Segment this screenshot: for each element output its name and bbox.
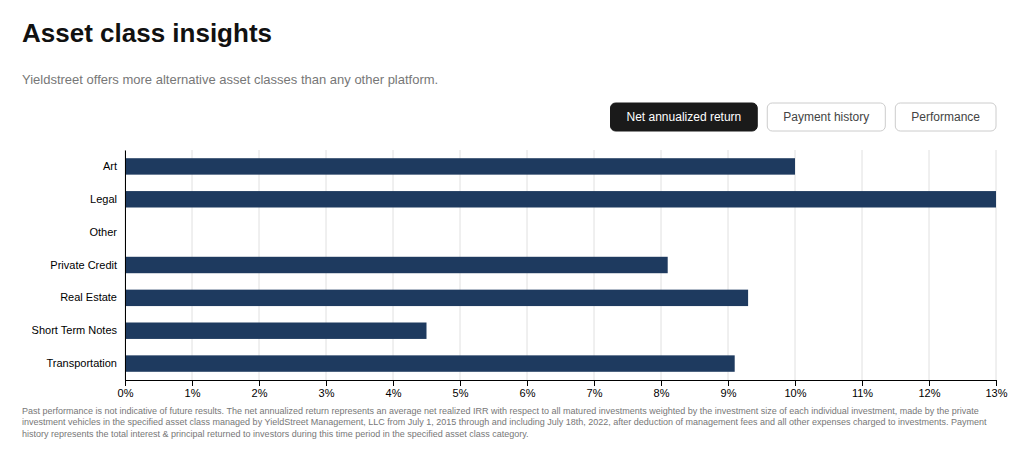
y-tick: Short Term Notes [32,324,125,336]
button[interactable]: Net annualized return [611,103,758,131]
x-tick: 5% [453,380,469,399]
button-bar: Net annualized return Payment history Perf… [611,103,997,131]
footnote: Past performance is not indicative of fu… [22,406,987,439]
x-tick-label: 4% [386,387,402,399]
y-tick: Private Credit [50,259,125,271]
button-label[interactable]: Net annualized return [627,110,742,124]
x-tick-label: 3% [319,387,335,399]
x-tick-mark [795,380,796,386]
y-tick: Other [89,226,125,238]
x-tick-label: 6% [520,387,536,399]
x-tick: 2% [252,380,268,399]
x-tick-mark [460,380,461,386]
grid-line [728,150,729,380]
x-tick: 3% [319,380,335,399]
y-tick-label: Private Credit [50,259,117,271]
bar [125,290,748,306]
button[interactable]: Payment history [767,103,885,131]
button-box[interactable] [611,103,758,131]
y-tick-label: Legal [90,193,117,205]
grid-line [795,150,796,380]
footnote-line: Past performance is not indicative of fu… [22,406,979,416]
x-tick: 9% [721,380,737,399]
x-tick-mark [527,380,528,386]
x-tick: 1% [185,380,201,399]
x-tick: 13% [985,380,1007,399]
grid-line [125,150,126,380]
bar [125,355,735,371]
x-tick-mark [996,380,997,386]
y-axis-line [125,151,126,381]
grid-line [929,150,930,380]
x-tick-mark [661,380,662,386]
x-tick-mark [393,380,394,386]
y-tick: Art [103,160,125,172]
grid [125,150,996,380]
y-tick-label: Art [103,160,117,172]
x-tick: 7% [587,380,603,399]
x-tick: 10% [784,380,806,399]
bar [125,257,668,273]
y-axis: Art Legal Other Private Credit Real Estate Sh… [32,151,126,381]
x-tick: 0% [118,380,134,399]
x-tick-mark [728,380,729,386]
subtitle: Yieldstreet offers more alternative asse… [22,72,438,87]
y-tick: Real Estate [60,291,125,303]
bar [125,323,427,339]
plot-area: 0% 1% 2% 3% 4% 5% 6% 7% 8% 9% 10% 11% 12% 13% Art Legal… [32,150,1008,399]
y-tick: Legal [90,193,125,205]
y-tick: Transportation [46,357,125,369]
x-tick-mark [192,380,193,386]
chart: Asset class insights Yieldstreet offers m… [0,0,1024,458]
button-label[interactable]: Payment history [783,110,869,124]
button-label[interactable]: Performance [911,110,980,124]
x-tick-label: 10% [784,387,806,399]
grid-line [862,150,863,380]
x-tick-label: 11% [852,387,873,399]
x-tick: 12% [918,380,940,399]
y-tick-label: Transportation [46,357,117,369]
x-axis-line [126,380,997,381]
footnote-line: investment vehicles in the specified ass… [22,417,987,427]
bar [125,158,795,174]
button[interactable]: Performance [895,103,996,131]
x-axis: 0% 1% 2% 3% 4% 5% 6% 7% 8% 9% 10% 11% 12% 13% [118,380,1008,399]
x-tick: 4% [386,380,402,399]
footnote-line: history represents the total interest & … [22,429,529,439]
y-tick-label: Short Term Notes [32,324,118,336]
button-box[interactable] [767,103,885,131]
x-tick-mark [594,380,595,386]
x-tick: 6% [520,380,536,399]
title: Asset class insights [22,18,272,48]
x-tick-mark [125,380,126,386]
x-tick-label: 8% [654,387,670,399]
x-tick-label: 5% [453,387,469,399]
x-tick-mark [929,380,930,386]
x-tick-label: 7% [587,387,603,399]
bar [125,191,996,207]
x-tick-mark [259,380,260,386]
x-tick-label: 12% [918,387,940,399]
x-tick-label: 9% [721,387,737,399]
x-tick-label: 0% [118,387,134,399]
x-tick-mark [862,380,863,386]
x-tick: 11% [852,380,873,399]
x-tick: 8% [654,380,670,399]
x-tick-label: 1% [185,387,201,399]
x-tick-label: 13% [985,387,1007,399]
y-tick-label: Real Estate [60,291,117,303]
bars [125,158,996,372]
x-tick-label: 2% [252,387,268,399]
grid-line [996,150,997,380]
x-tick-mark [326,380,327,386]
button-box[interactable] [895,103,996,131]
y-tick-label: Other [89,226,117,238]
